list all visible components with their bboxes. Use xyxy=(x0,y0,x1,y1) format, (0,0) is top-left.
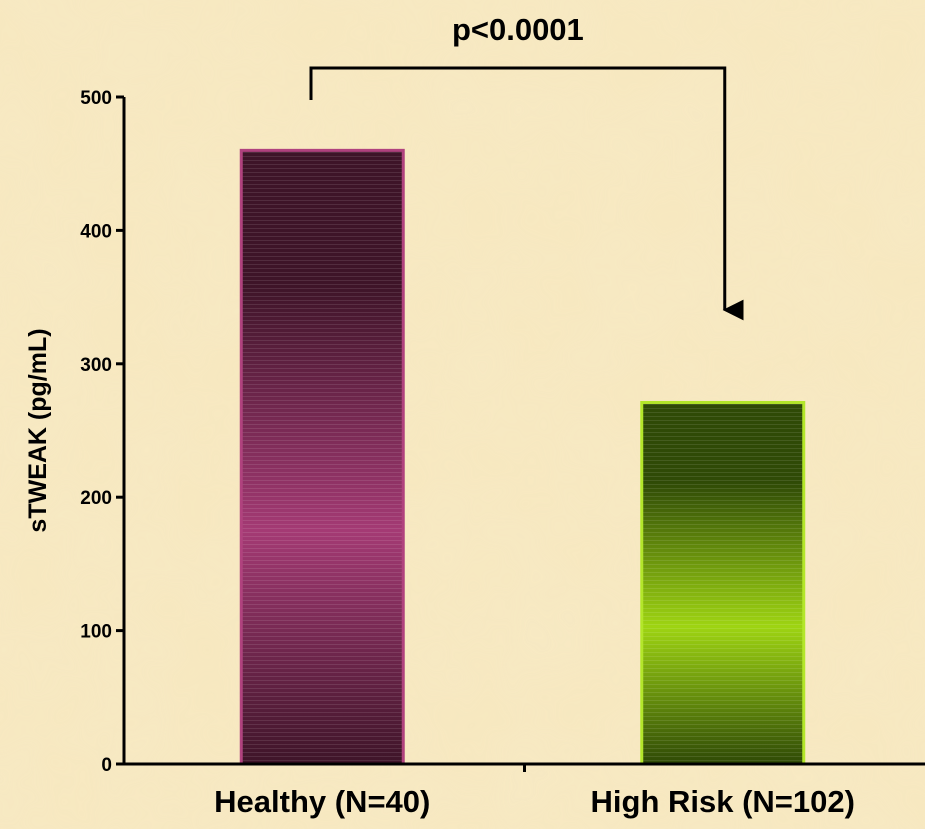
y-tick-label: 200 xyxy=(80,488,112,509)
bars-layer xyxy=(239,148,806,766)
x-category-label: Healthy (N=40) xyxy=(214,784,430,819)
p-value-label: p<0.0001 xyxy=(452,12,584,47)
y-tick-label: 0 xyxy=(101,755,112,776)
significance-bracket xyxy=(309,66,744,321)
x-category-label: High Risk (N=102) xyxy=(591,784,855,819)
bar-stripe-overlay xyxy=(242,151,402,763)
y-tick-label: 300 xyxy=(80,355,112,376)
y-axis-title: sTWEAK (pg/mL) xyxy=(24,328,52,532)
y-tick-label: 100 xyxy=(80,622,112,643)
y-tick-label: 500 xyxy=(80,88,112,109)
labels-layer: 0 100 200 300 400 500 Healthy (N=40) High Risk … xyxy=(24,88,855,819)
bar-stripe-overlay xyxy=(643,403,803,763)
significance-annotation: p<0.0001 xyxy=(309,12,744,321)
y-tick-label: 400 xyxy=(80,221,112,242)
axes-layer xyxy=(116,95,925,772)
